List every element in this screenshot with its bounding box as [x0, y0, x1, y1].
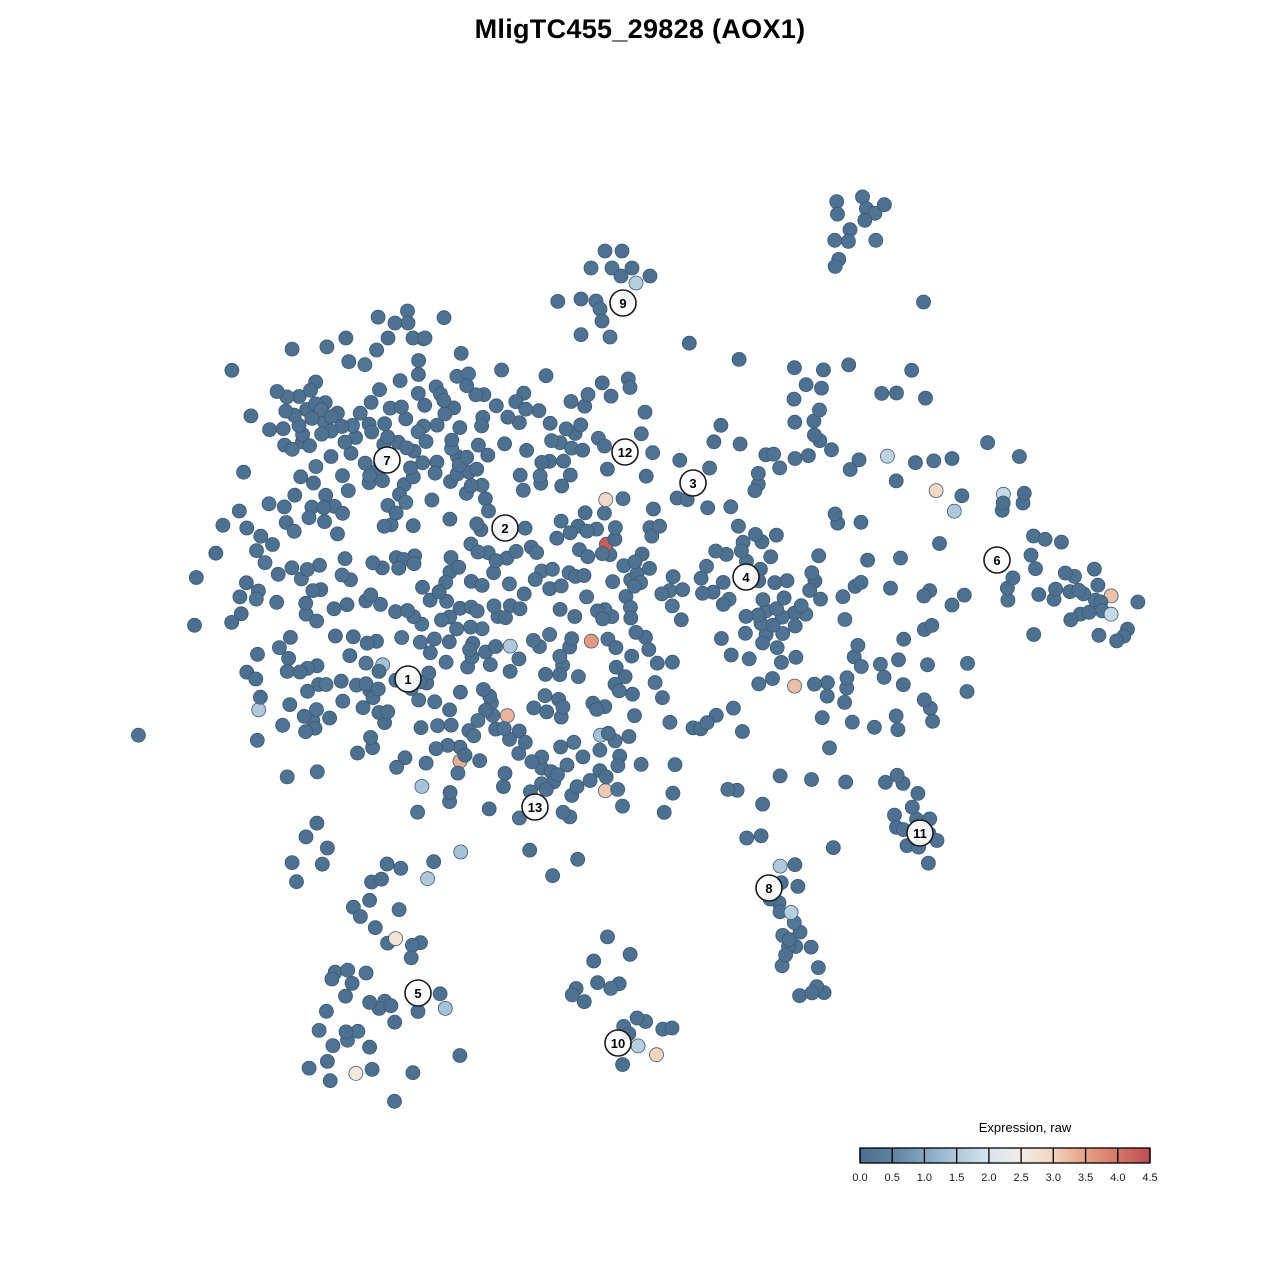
svg-text:1.0: 1.0: [917, 1172, 932, 1184]
svg-text:3.5: 3.5: [1078, 1172, 1093, 1184]
svg-text:1: 1: [404, 672, 411, 687]
svg-text:2: 2: [501, 521, 508, 536]
svg-text:13: 13: [528, 800, 542, 815]
svg-text:2.5: 2.5: [1013, 1172, 1028, 1184]
svg-text:8: 8: [765, 881, 772, 896]
svg-text:5: 5: [414, 986, 421, 1001]
svg-text:0.0: 0.0: [852, 1172, 867, 1184]
svg-text:11: 11: [913, 826, 927, 841]
svg-text:4.0: 4.0: [1110, 1172, 1125, 1184]
svg-text:Expression, raw: Expression, raw: [979, 1120, 1072, 1135]
svg-text:1.5: 1.5: [949, 1172, 964, 1184]
svg-text:12: 12: [618, 445, 632, 460]
svg-text:4.5: 4.5: [1142, 1172, 1157, 1184]
svg-text:3.0: 3.0: [1046, 1172, 1061, 1184]
svg-text:2.0: 2.0: [981, 1172, 996, 1184]
svg-text:9: 9: [619, 296, 626, 311]
svg-text:6: 6: [993, 553, 1000, 568]
svg-text:0.5: 0.5: [885, 1172, 900, 1184]
svg-text:4: 4: [742, 570, 750, 585]
svg-text:7: 7: [383, 453, 390, 468]
svg-text:10: 10: [611, 1036, 625, 1051]
svg-text:3: 3: [689, 476, 696, 491]
